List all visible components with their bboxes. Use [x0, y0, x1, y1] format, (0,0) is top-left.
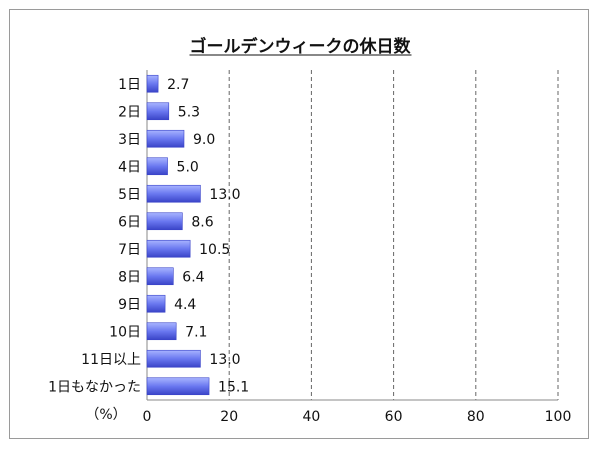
category-label: 1日: [118, 77, 141, 93]
bar: [146, 377, 210, 396]
data-label: 9.0: [193, 132, 215, 148]
category-label: 7日: [118, 242, 141, 258]
bar: [146, 294, 166, 313]
x-tick-label: 100: [545, 409, 572, 425]
x-axis-ticks: 0 20 40 60 80 100: [143, 409, 572, 425]
bar: [146, 184, 201, 203]
x-tick-label: 0: [143, 409, 152, 425]
bar: [146, 267, 174, 286]
bar: [146, 129, 185, 148]
bars: [146, 74, 210, 396]
data-label: 7.1: [185, 324, 207, 340]
category-label: 3日: [118, 132, 141, 148]
gridlines: [146, 70, 559, 401]
bar: [146, 74, 159, 93]
data-label: 5.0: [177, 159, 199, 175]
data-label: 13.0: [209, 187, 240, 203]
x-axis-unit: （%）: [85, 407, 126, 423]
bar: [146, 349, 201, 368]
bar-chart: ゴールデンウィークの休日数 1日 2日 3日 4日 5日 6日 7日 8日 9日 10日 11日以上…: [48, 36, 572, 425]
data-label: 8.6: [191, 214, 213, 230]
x-tick-label: 80: [467, 409, 485, 425]
bar: [146, 212, 183, 231]
chart-frame: ゴールデンウィークの休日数 1日 2日 3日 4日 5日 6日 7日 8日 9日 10日 11日以上…: [9, 9, 589, 439]
category-label: 10日: [109, 324, 141, 340]
data-label: 15.1: [218, 379, 249, 395]
data-label: 2.7: [167, 77, 189, 93]
category-label: 8日: [118, 269, 141, 285]
category-label: 2日: [118, 104, 141, 120]
bar: [146, 102, 170, 121]
bar: [146, 157, 168, 176]
category-labels: 1日 2日 3日 4日 5日 6日 7日 8日 9日 10日 11日以上 1日もなかった: [48, 77, 141, 396]
category-label: 11日以上: [81, 352, 141, 368]
bar: [146, 322, 177, 341]
category-label: 9日: [118, 297, 141, 313]
category-label: 1日もなかった: [48, 379, 141, 395]
x-tick-label: 60: [385, 409, 403, 425]
category-label: 4日: [118, 159, 141, 175]
data-label: 5.3: [178, 104, 200, 120]
category-label: 6日: [118, 214, 141, 230]
bar: [146, 239, 191, 258]
data-label: 10.5: [199, 242, 230, 258]
chart-title: ゴールデンウィークの休日数: [190, 36, 412, 57]
x-tick-label: 40: [302, 409, 320, 425]
data-label: 6.4: [182, 269, 204, 285]
x-tick-label: 20: [220, 409, 238, 425]
category-label: 5日: [118, 187, 141, 203]
data-label: 13.0: [209, 352, 240, 368]
data-label: 4.4: [174, 297, 196, 313]
value-labels: 2.75.39.05.013.08.610.56.44.47.113.015.1: [167, 77, 249, 396]
